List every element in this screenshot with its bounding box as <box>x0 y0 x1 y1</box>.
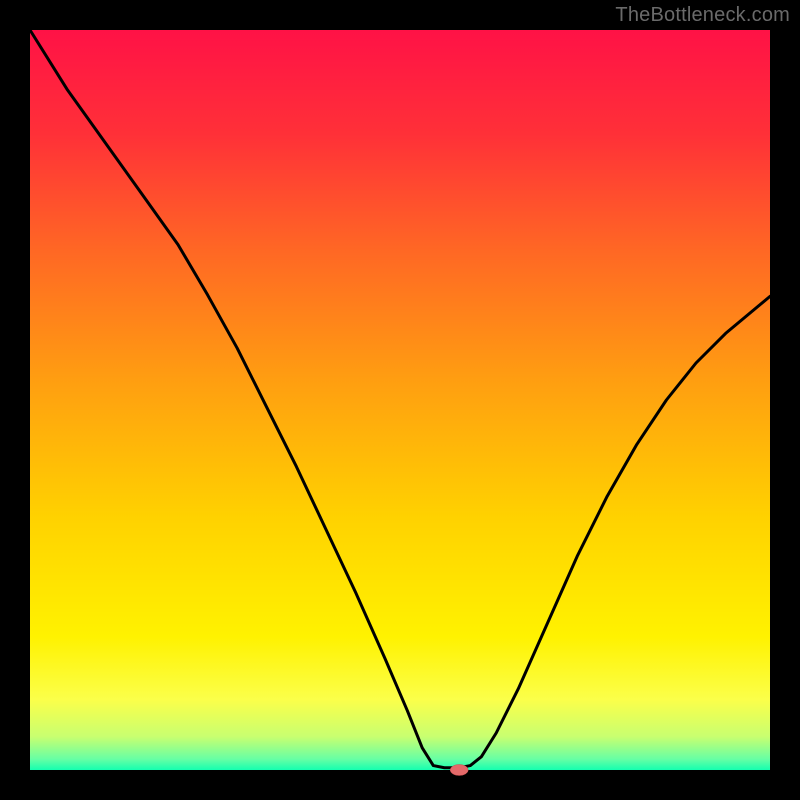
optimal-marker <box>450 765 468 776</box>
plot-background <box>30 30 770 770</box>
watermark-text: TheBottleneck.com <box>615 4 790 27</box>
chart-container: TheBottleneck.com <box>0 0 800 800</box>
bottleneck-chart <box>0 0 800 800</box>
